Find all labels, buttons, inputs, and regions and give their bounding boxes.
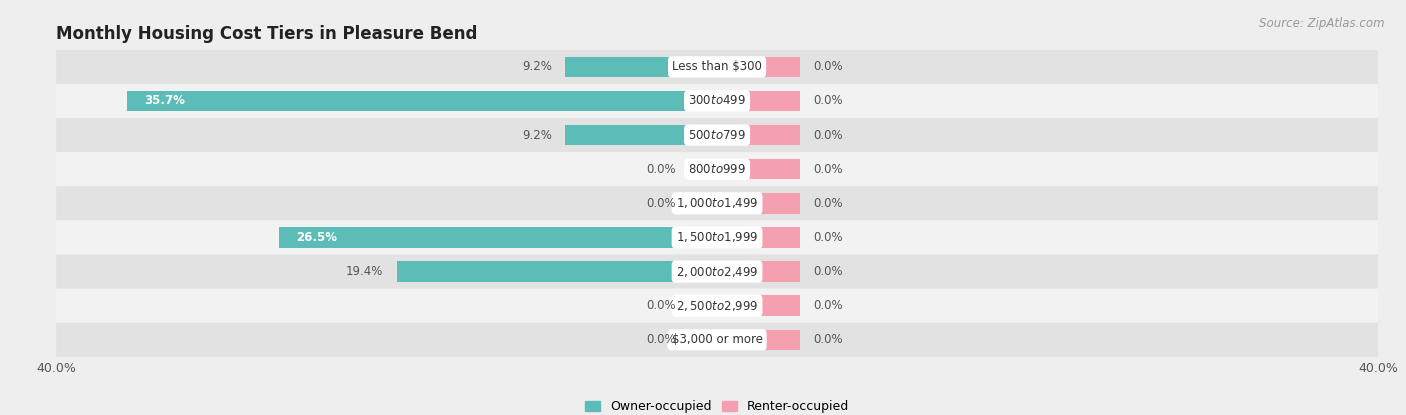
FancyBboxPatch shape: [56, 323, 1378, 357]
FancyBboxPatch shape: [56, 289, 1378, 323]
Text: 0.0%: 0.0%: [813, 333, 842, 347]
Text: 0.0%: 0.0%: [647, 333, 676, 347]
Text: 35.7%: 35.7%: [143, 95, 184, 107]
Bar: [717, 159, 800, 179]
Text: 0.0%: 0.0%: [813, 163, 842, 176]
Text: 0.0%: 0.0%: [813, 299, 842, 312]
Text: 9.2%: 9.2%: [522, 129, 551, 142]
Bar: [717, 295, 800, 316]
Bar: [396, 261, 717, 282]
Bar: [565, 56, 717, 77]
Text: 9.2%: 9.2%: [522, 60, 551, 73]
Text: 26.5%: 26.5%: [295, 231, 337, 244]
Text: 19.4%: 19.4%: [346, 265, 384, 278]
Text: $300 to $499: $300 to $499: [688, 95, 747, 107]
FancyBboxPatch shape: [56, 220, 1378, 254]
Text: 0.0%: 0.0%: [647, 163, 676, 176]
FancyBboxPatch shape: [56, 152, 1378, 186]
Text: $3,000 or more: $3,000 or more: [672, 333, 762, 347]
Bar: [717, 56, 800, 77]
Bar: [128, 91, 717, 111]
Text: 0.0%: 0.0%: [813, 129, 842, 142]
Text: $2,500 to $2,999: $2,500 to $2,999: [676, 299, 758, 313]
Text: $500 to $799: $500 to $799: [688, 129, 747, 142]
Bar: [717, 91, 800, 111]
Bar: [280, 227, 717, 248]
Bar: [717, 193, 800, 214]
Bar: [717, 125, 800, 145]
Text: Less than $300: Less than $300: [672, 60, 762, 73]
Legend: Owner-occupied, Renter-occupied: Owner-occupied, Renter-occupied: [581, 395, 853, 415]
Text: 0.0%: 0.0%: [813, 265, 842, 278]
Text: $1,000 to $1,499: $1,000 to $1,499: [676, 196, 758, 210]
FancyBboxPatch shape: [56, 186, 1378, 220]
Text: 0.0%: 0.0%: [647, 197, 676, 210]
Text: 0.0%: 0.0%: [647, 299, 676, 312]
Bar: [565, 125, 717, 145]
Text: 0.0%: 0.0%: [813, 60, 842, 73]
Text: 0.0%: 0.0%: [813, 231, 842, 244]
Text: Source: ZipAtlas.com: Source: ZipAtlas.com: [1260, 17, 1385, 29]
Text: Monthly Housing Cost Tiers in Pleasure Bend: Monthly Housing Cost Tiers in Pleasure B…: [56, 24, 478, 43]
FancyBboxPatch shape: [56, 84, 1378, 118]
FancyBboxPatch shape: [56, 50, 1378, 84]
Bar: [717, 227, 800, 248]
FancyBboxPatch shape: [56, 254, 1378, 289]
Text: $2,000 to $2,499: $2,000 to $2,499: [676, 265, 758, 278]
Text: 0.0%: 0.0%: [813, 95, 842, 107]
Bar: [717, 330, 800, 350]
FancyBboxPatch shape: [56, 118, 1378, 152]
Text: $1,500 to $1,999: $1,500 to $1,999: [676, 230, 758, 244]
Text: 0.0%: 0.0%: [813, 197, 842, 210]
Bar: [717, 261, 800, 282]
Text: $800 to $999: $800 to $999: [688, 163, 747, 176]
